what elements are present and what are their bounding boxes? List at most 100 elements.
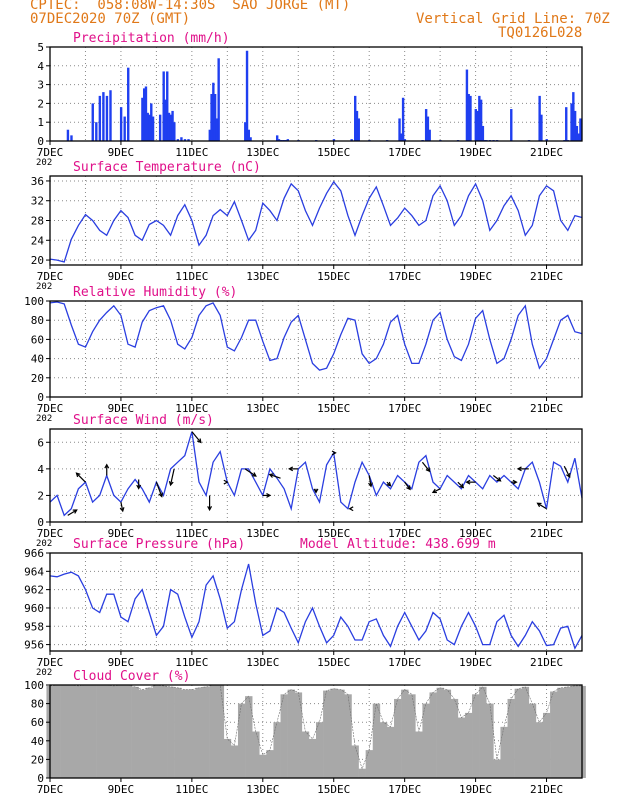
rh-xtick-label: 9DEC <box>108 402 135 415</box>
precip-bar <box>173 122 176 141</box>
cloud-ytick-label: 0 <box>37 772 44 785</box>
cloud-xtick-label: 11DEC <box>175 783 208 796</box>
rh-title: Relative Humidity (%) <box>73 285 237 300</box>
precip-bar <box>277 139 281 141</box>
precip-bar <box>579 118 582 141</box>
cloud-bar <box>408 694 416 778</box>
cloud-bar <box>237 703 246 778</box>
cloud-bar <box>159 685 168 778</box>
wind-xtick-label: 9DEC <box>108 527 135 540</box>
cloud-xtick-label: 7DEC <box>37 783 64 796</box>
wind-xtick-label: 11DEC <box>175 527 208 540</box>
wind-wind-vector-head <box>368 482 373 488</box>
precip-bar <box>577 133 580 141</box>
precip-bar <box>545 139 548 141</box>
precip-bar <box>167 112 171 141</box>
wind-wind-vector-head <box>288 466 294 472</box>
press-xtick-label: 21DEC <box>530 656 563 669</box>
precip-frame <box>49 46 583 142</box>
cloud-bar <box>415 731 423 778</box>
cloud-bar <box>493 759 501 778</box>
precip-bar <box>151 116 155 141</box>
precip-bar <box>98 95 102 141</box>
wind-wind-vector-head <box>251 472 257 477</box>
cloud-frame <box>49 684 583 779</box>
cloud-bar <box>81 685 90 778</box>
wind-wind-vector <box>537 502 547 510</box>
precip-bar <box>123 116 126 141</box>
precip-bar <box>398 118 401 141</box>
header-run-date: 07DEC2020 70Z (GMT) <box>30 11 191 27</box>
wind-wind-vector <box>67 509 78 516</box>
precip-bar <box>540 114 543 141</box>
rh-frame <box>49 300 583 398</box>
precip-bar <box>403 139 407 141</box>
temp-ytick-label: 36 <box>31 175 44 188</box>
cloud-bar <box>422 703 430 778</box>
press-year-fragment: 202 <box>36 668 52 678</box>
precip-bar <box>213 94 217 141</box>
precip-bar <box>119 107 123 141</box>
precip-bar <box>479 99 483 141</box>
precip-bar <box>210 94 213 141</box>
cloud-bar <box>401 689 409 778</box>
wind-wind-vector <box>244 468 257 477</box>
precip-bar <box>476 110 479 141</box>
wind-wind-vector-head <box>465 479 471 485</box>
precip-bar <box>95 122 98 141</box>
cloud-bar <box>472 694 480 778</box>
rh-ytick-label: 40 <box>31 353 44 366</box>
temp-ytick-label: 28 <box>31 215 44 228</box>
rh-ytick-label: 80 <box>31 314 44 327</box>
wind-wind-vector <box>457 481 464 488</box>
precip-bar <box>212 82 215 141</box>
press-ytick-label: 956 <box>24 639 44 652</box>
precip-bar <box>428 129 431 141</box>
precip-bar <box>572 92 575 141</box>
precip-bar <box>66 129 70 141</box>
wind-wind-vector <box>155 481 163 497</box>
precip-ytick-label: 4 <box>37 60 44 73</box>
wind-wind-vector-head <box>459 483 465 489</box>
precip-bar <box>105 95 109 141</box>
precip-bar <box>350 139 353 141</box>
wind-wind-vector-head <box>431 488 437 494</box>
wind-wind-vector-head <box>207 506 213 512</box>
cloud-ytick-label: 60 <box>31 716 44 729</box>
precip-bar <box>565 107 568 141</box>
cloud-bar <box>514 688 523 778</box>
wind-xtick-label: 7DEC <box>37 527 64 540</box>
cloud-bar <box>330 688 338 778</box>
cloud-xtick-label: 21DEC <box>530 783 563 796</box>
press-xtick-label: 17DEC <box>388 656 421 669</box>
cloud-bar <box>557 687 565 778</box>
precip-bar <box>215 118 219 141</box>
cloud-bar <box>287 689 296 778</box>
cloud-bar <box>308 738 317 778</box>
cloud-bar <box>259 754 267 778</box>
precip-bar <box>426 116 430 141</box>
wind-wind-vector-head <box>516 466 522 472</box>
cloud-bar <box>535 722 544 778</box>
cloud-bar <box>379 722 388 778</box>
precip-bar <box>244 122 247 141</box>
precip-bar <box>575 125 579 141</box>
precip-panel: 0 1 2 3 4 5 7DEC 9DEC 11DEC 13DEC 15DEC 17DEC 19DEC 2… <box>36 31 583 168</box>
press-xtick-label: 11DEC <box>175 656 208 669</box>
cloud-bar <box>429 692 437 778</box>
cloud-bar <box>507 698 515 778</box>
precip-bar <box>467 94 470 141</box>
cloud-bar <box>145 687 154 778</box>
press-ytick-label: 964 <box>24 565 44 578</box>
wind-wind-vector-head <box>406 485 411 491</box>
wind-wind-vector-head <box>331 450 337 456</box>
wind-wind-vector-head <box>348 506 354 512</box>
temp-xtick-label: 9DEC <box>108 270 135 283</box>
cloud-ytick-label: 20 <box>31 753 44 766</box>
header-run-code: TQ0126L028 <box>498 25 583 41</box>
rh-xtick-label: 17DEC <box>388 402 421 415</box>
cloud-bar <box>457 717 466 778</box>
temp-title: Surface Temperature (nC) <box>73 160 261 175</box>
cloud-bar <box>351 745 359 778</box>
cloud-bar <box>96 685 104 778</box>
